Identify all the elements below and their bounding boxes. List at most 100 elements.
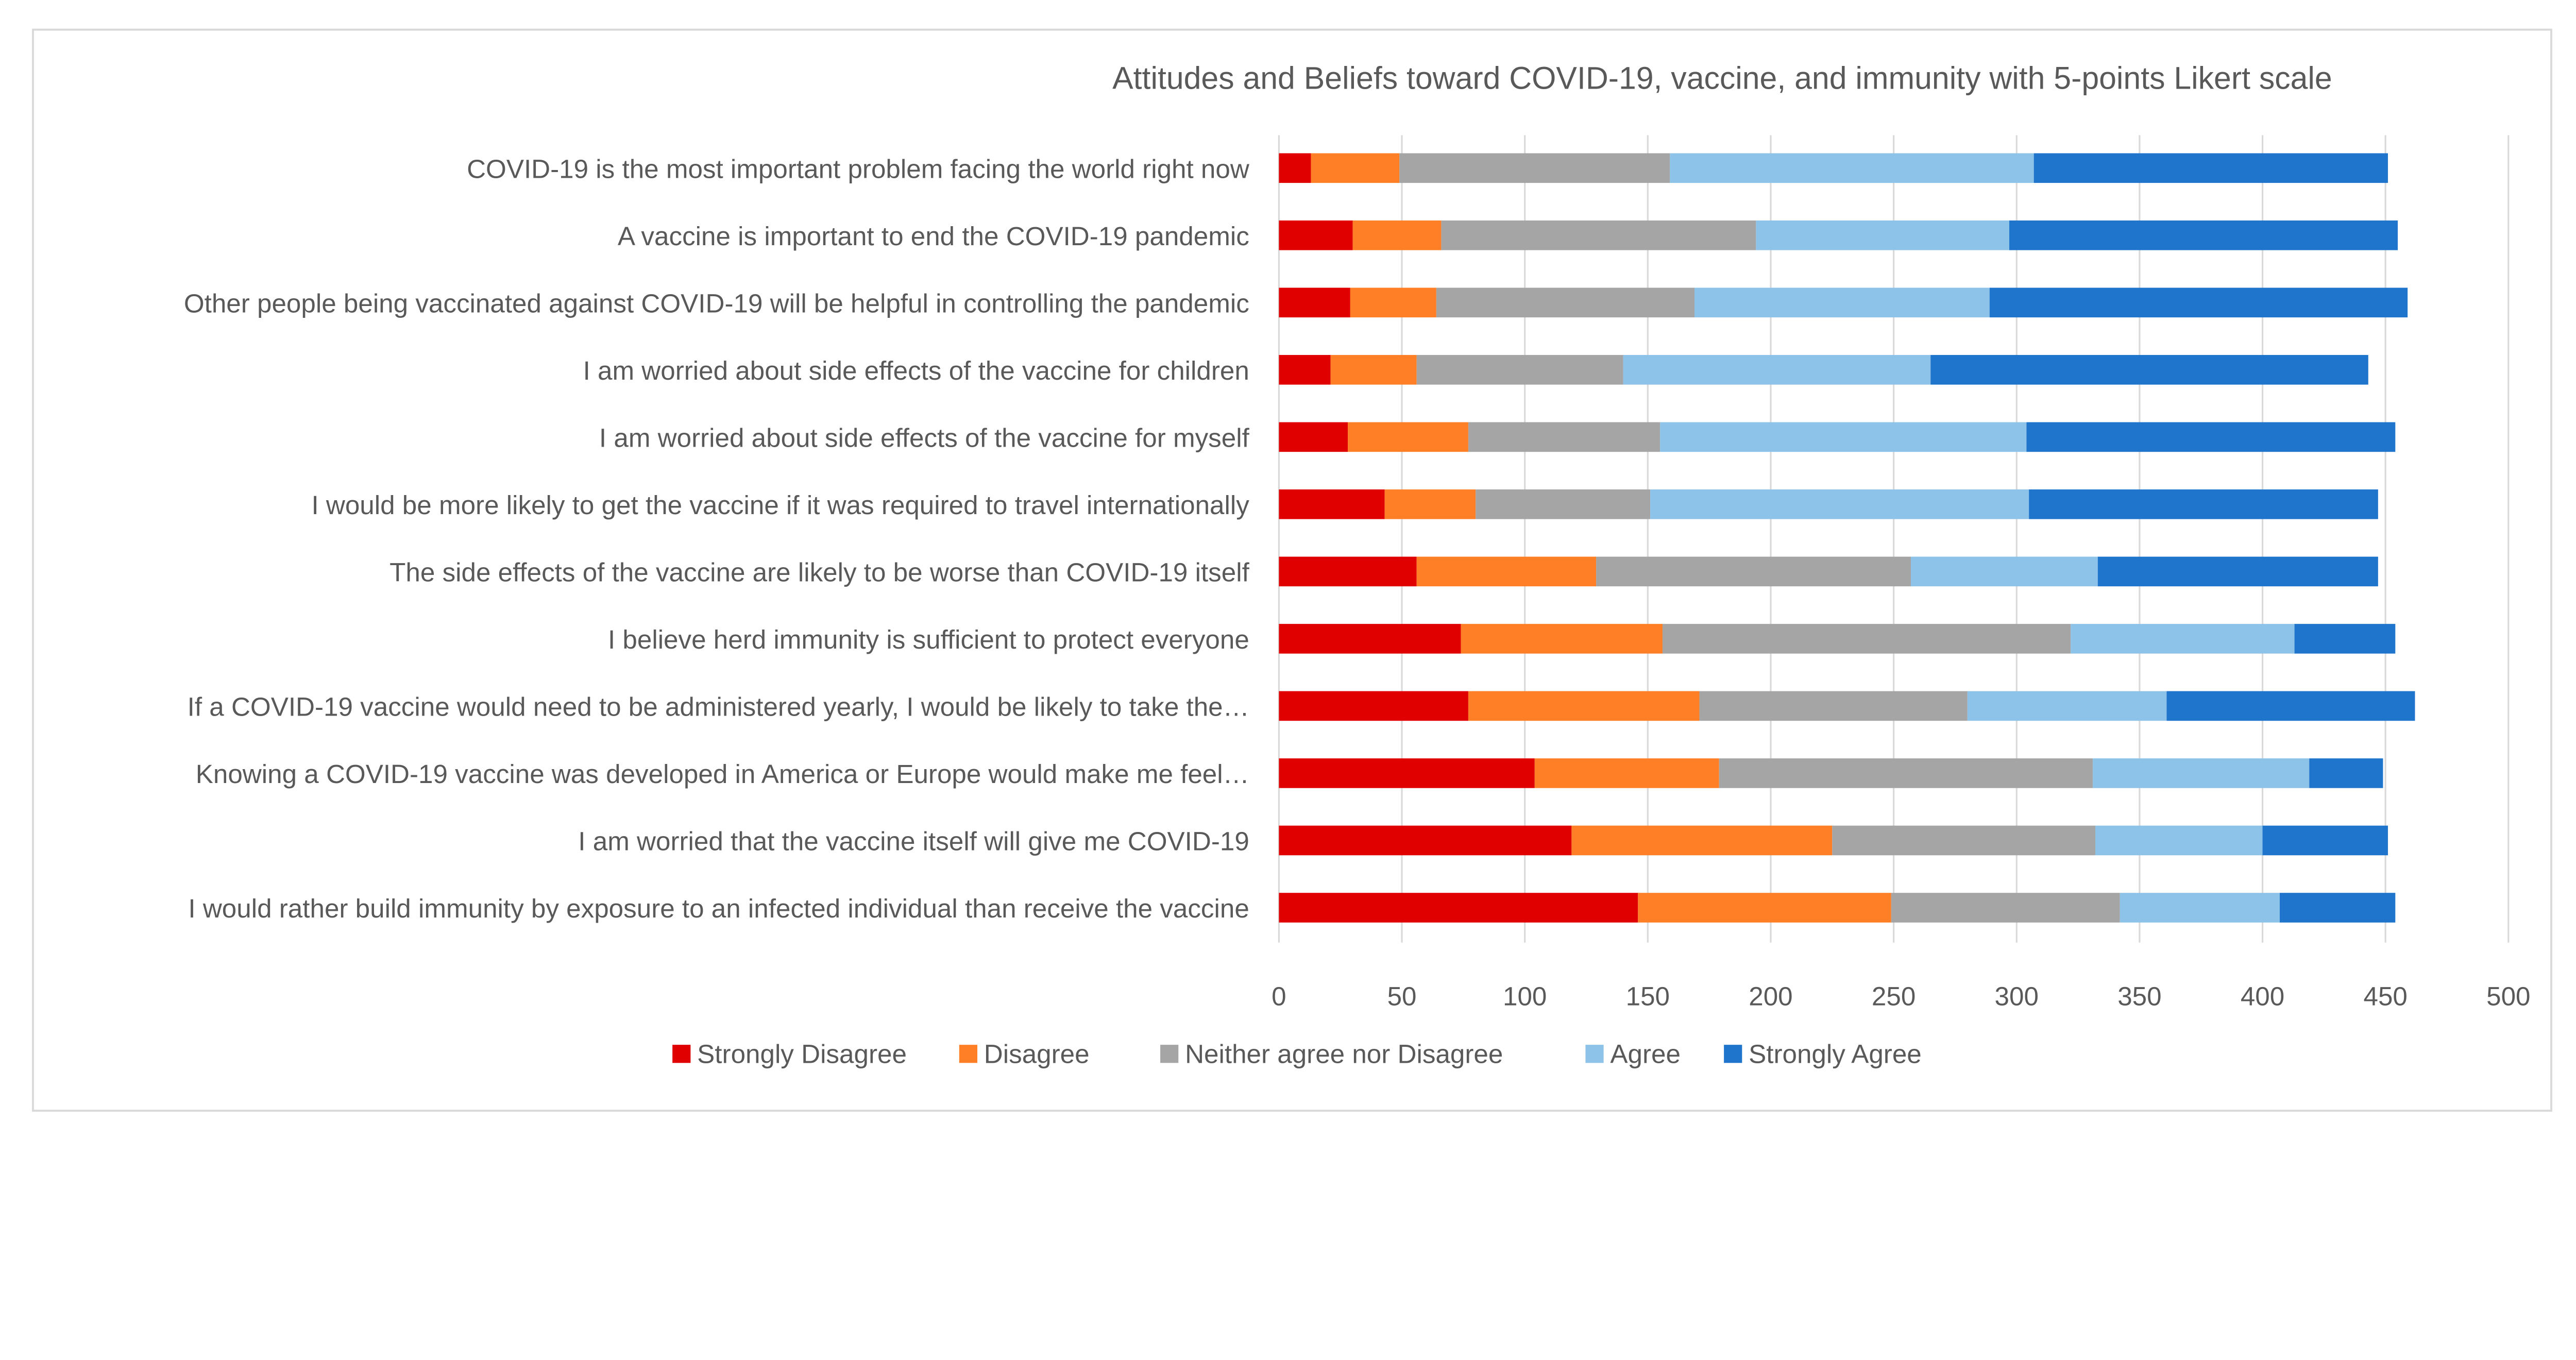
bar-strongly-disagree <box>1279 355 1331 385</box>
bar-disagree <box>1638 893 1891 923</box>
bar-neither-agree-nor-disagree <box>1476 489 1651 519</box>
category-label: COVID-19 is the most important problem f… <box>467 154 1250 183</box>
legend: Strongly Disagree Disagree Neither agree n… <box>672 1039 1922 1068</box>
bar-neither-agree-nor-disagree <box>1832 825 2095 856</box>
stacked-bar-chart: Attitudes and Beliefs toward COVID-19, v… <box>32 28 2552 1112</box>
bar-agree <box>1967 691 2167 721</box>
bar-strongly-agree <box>2033 153 2388 183</box>
x-tick-label: 350 <box>2117 981 2161 1011</box>
bar-agree <box>2120 893 2280 923</box>
chart-title: Attitudes and Beliefs toward COVID-19, v… <box>1112 61 2332 96</box>
bar-neither-agree-nor-disagree <box>1699 691 1968 721</box>
bar-strongly-disagree <box>1279 825 1572 856</box>
legend-label: Agree <box>1610 1039 1681 1068</box>
bar-disagree <box>1352 220 1442 250</box>
bar-strongly-disagree <box>1279 489 1385 519</box>
bar-strongly-disagree <box>1279 153 1311 183</box>
bar-strongly-disagree <box>1279 691 1468 721</box>
bar-agree <box>1650 489 2029 519</box>
category-label: I believe herd immunity is sufficient to… <box>608 625 1249 654</box>
x-tick-label: 500 <box>2486 981 2530 1011</box>
legend-swatch <box>672 1045 691 1063</box>
bar-disagree <box>1461 624 1663 654</box>
category-label: I am worried about side effects of the v… <box>599 423 1250 453</box>
bar-strongly-disagree <box>1279 758 1535 788</box>
category-label: I would rather build immunity by exposur… <box>188 894 1249 923</box>
bar-strongly-agree <box>1930 355 2368 385</box>
x-tick-label: 200 <box>1749 981 1792 1011</box>
bar-agree <box>1670 153 2034 183</box>
bar-strongly-disagree <box>1279 624 1461 654</box>
bar-strongly-agree <box>2097 556 2378 587</box>
bar-disagree <box>1416 556 1597 587</box>
bar-disagree <box>1350 287 1436 318</box>
legend-swatch <box>1160 1045 1179 1063</box>
bar-strongly-agree <box>2262 825 2388 856</box>
category-label: I would be more likely to get the vaccin… <box>311 490 1249 520</box>
bar-strongly-disagree <box>1279 556 1417 587</box>
category-label: Other people being vaccinated against CO… <box>184 289 1249 318</box>
bar-agree <box>1756 220 2009 250</box>
category-label: Knowing a COVID-19 vaccine was developed… <box>196 759 1249 789</box>
legend-label: Disagree <box>984 1039 1090 1068</box>
bar-strongly-agree <box>2029 489 2378 519</box>
x-axis-ticks: 0 50 100 150 200 250 300 350 400 450 500 <box>1272 981 2530 1011</box>
bar-disagree <box>1571 825 1833 856</box>
bar-strongly-agree <box>2166 691 2415 721</box>
bar-strongly-agree <box>2309 758 2383 788</box>
x-tick-label: 150 <box>1626 981 1670 1011</box>
legend-label: Strongly Disagree <box>697 1039 907 1068</box>
x-tick-label: 450 <box>2363 981 2407 1011</box>
x-tick-label: 250 <box>1872 981 1916 1011</box>
bar-agree <box>1660 422 2027 452</box>
legend-swatch <box>959 1045 977 1063</box>
bar-agree <box>1694 287 1990 318</box>
gridlines <box>1278 135 2510 943</box>
bar-strongly-agree <box>2279 893 2396 923</box>
bar-agree <box>1623 355 1931 385</box>
bar-disagree <box>1330 355 1417 385</box>
bar-strongly-disagree <box>1279 422 1348 452</box>
bar-strongly-disagree <box>1279 220 1353 250</box>
category-label: A vaccine is important to end the COVID-… <box>618 222 1249 251</box>
x-tick-label: 300 <box>1995 981 2039 1011</box>
category-label: The side effects of the vaccine are like… <box>389 558 1249 587</box>
bar-neither-agree-nor-disagree <box>1596 556 1911 587</box>
bar-disagree <box>1384 489 1476 519</box>
category-labels: COVID-19 is the most important problem f… <box>184 154 1250 923</box>
legend-label: Neither agree nor Disagree <box>1185 1039 1503 1068</box>
bar-neither-agree-nor-disagree <box>1891 893 2120 923</box>
bar-disagree <box>1311 153 1400 183</box>
bar-neither-agree-nor-disagree <box>1399 153 1670 183</box>
bar-neither-agree-nor-disagree <box>1441 220 1756 250</box>
x-tick-label: 50 <box>1387 981 1417 1011</box>
bar-strongly-agree <box>2026 422 2396 452</box>
bar-neither-agree-nor-disagree <box>1662 624 2071 654</box>
legend-label: Strongly Agree <box>1749 1039 1922 1068</box>
category-label: I am worried about side effects of the v… <box>583 356 1249 385</box>
bar-strongly-disagree <box>1279 893 1638 923</box>
bar-neither-agree-nor-disagree <box>1468 422 1660 452</box>
x-tick-label: 0 <box>1272 981 1286 1011</box>
bar-agree <box>2093 758 2310 788</box>
bar-agree <box>2071 624 2295 654</box>
legend-swatch <box>1724 1045 1742 1063</box>
legend-swatch <box>1585 1045 1604 1063</box>
category-label: I am worried that the vaccine itself wil… <box>578 827 1249 856</box>
bar-agree <box>2095 825 2263 856</box>
bar-disagree <box>1534 758 1719 788</box>
bar-agree <box>1911 556 2098 587</box>
bar-neither-agree-nor-disagree <box>1719 758 2093 788</box>
bar-strongly-disagree <box>1279 287 1350 318</box>
bar-neither-agree-nor-disagree <box>1436 287 1695 318</box>
category-label: If a COVID-19 vaccine would need to be a… <box>188 692 1249 722</box>
x-tick-label: 100 <box>1503 981 1547 1011</box>
bar-strongly-agree <box>2294 624 2396 654</box>
bars <box>1279 153 2415 923</box>
bar-disagree <box>1348 422 1468 452</box>
bar-strongly-agree <box>1989 287 2408 318</box>
bar-disagree <box>1468 691 1700 721</box>
bar-strongly-agree <box>2009 220 2398 250</box>
x-tick-label: 400 <box>2241 981 2284 1011</box>
bar-neither-agree-nor-disagree <box>1416 355 1623 385</box>
